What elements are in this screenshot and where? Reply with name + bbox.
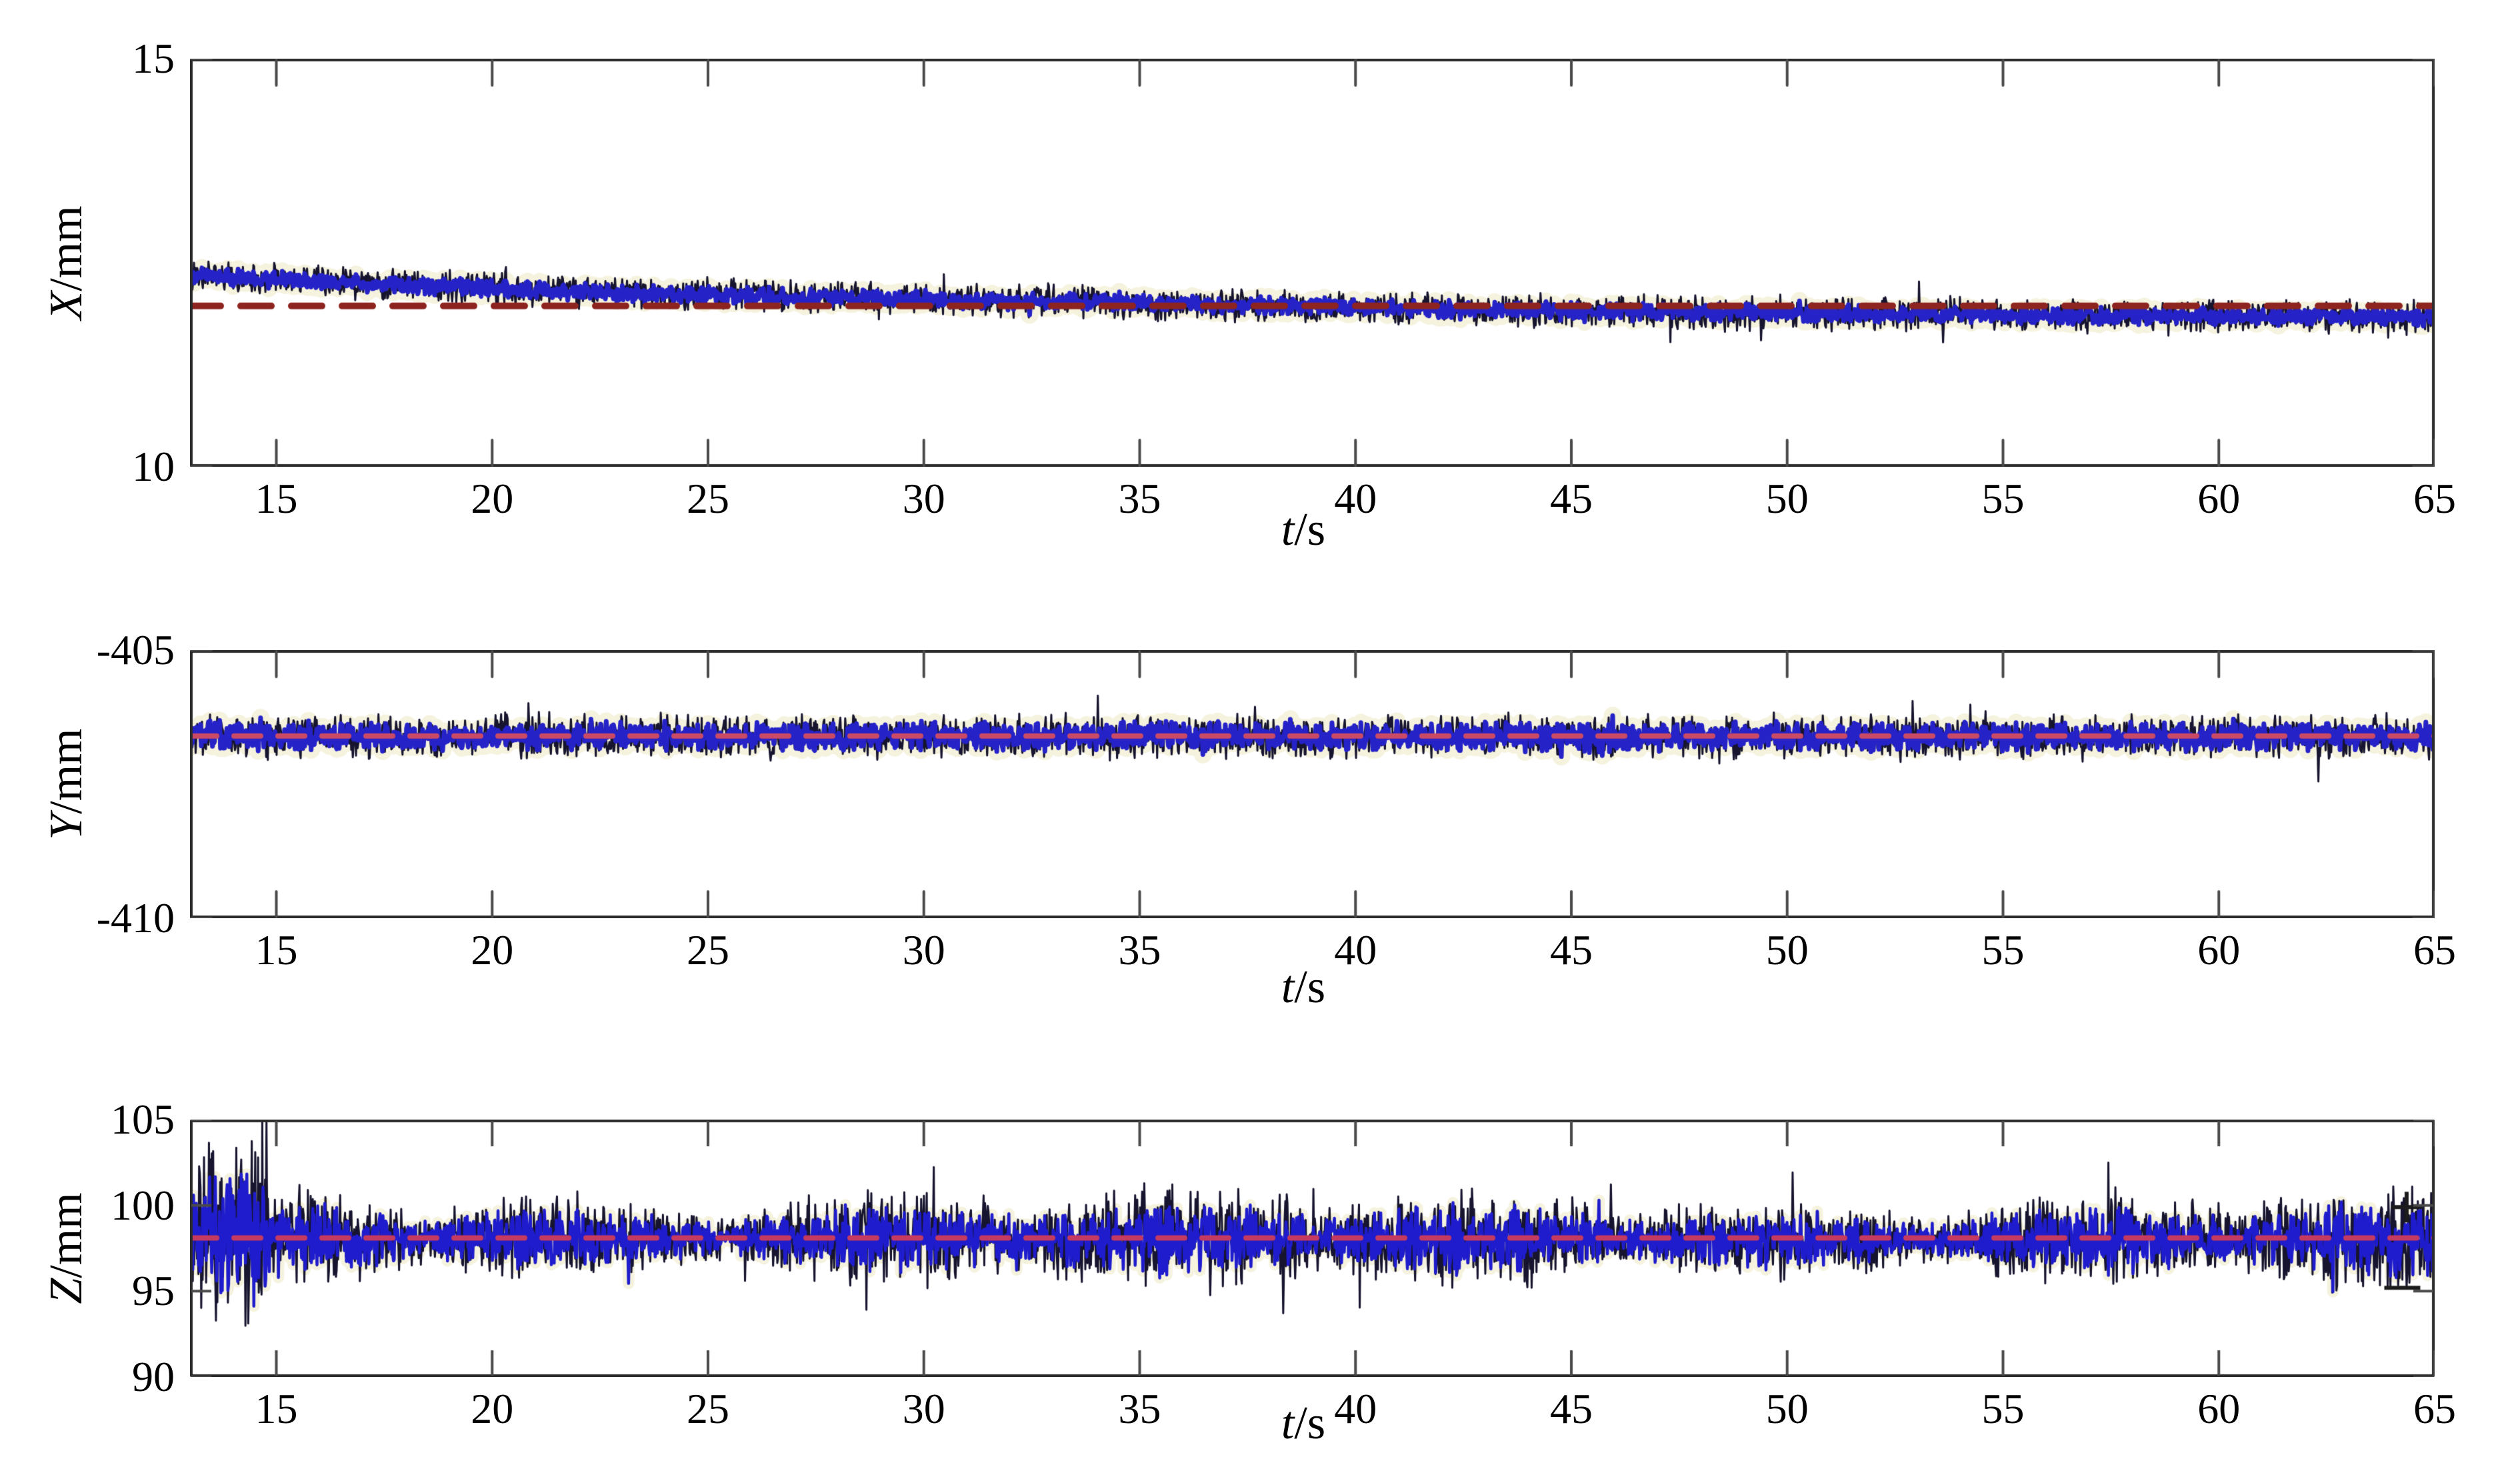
- x-tick-label: 55: [1981, 1385, 2025, 1432]
- y-axis-unit: /mm: [41, 1192, 92, 1278]
- x-tick-label: 25: [687, 1385, 729, 1432]
- x-axis-label-t: t/s: [1197, 504, 1410, 556]
- x-tick-label: 60: [2197, 475, 2241, 522]
- x-position-trace-canvas: [190, 59, 2435, 467]
- x-tick-label: 55: [1981, 475, 2025, 522]
- y-axis-unit: /mm: [41, 728, 92, 814]
- x-axis-variable: t: [1281, 1398, 1295, 1449]
- x-tick-label: 15: [255, 926, 298, 974]
- x-tick-label: 30: [902, 926, 945, 974]
- x-axis-label-t: t/s: [1197, 962, 1410, 1014]
- z-position-trace-canvas: [190, 1120, 2435, 1377]
- y-tick-label: -405: [96, 626, 175, 673]
- x-tick-label: 20: [471, 475, 514, 522]
- y-tick-label: 10: [132, 443, 175, 490]
- x-tick-label: 50: [1765, 1385, 1809, 1432]
- y-tick-label: 15: [132, 35, 175, 82]
- y-tick-label: 95: [132, 1267, 175, 1315]
- x-tick-label: 25: [687, 926, 729, 974]
- y-axis-unit: /mm: [41, 205, 92, 291]
- y-axis-label-z: Z/mm: [41, 1192, 93, 1304]
- x-tick-label: 65: [2413, 1385, 2456, 1432]
- y-tick-label: 105: [111, 1096, 175, 1143]
- x-tick-label: 50: [1765, 475, 1809, 522]
- x-tick-label: 50: [1765, 926, 1809, 974]
- x-tick-label: 15: [255, 1385, 298, 1432]
- x-tick-label: 25: [687, 475, 729, 522]
- y-tick-label: -410: [96, 894, 175, 942]
- y-axis-label-x: X/mm: [41, 205, 93, 319]
- x-tick-label: 20: [471, 1385, 514, 1432]
- x-tick-label: 45: [1550, 1385, 1593, 1432]
- x-tick-label: 40: [1334, 926, 1377, 974]
- x-tick-label: 30: [902, 475, 945, 522]
- x-tick-label: 40: [1334, 475, 1377, 522]
- x-axis-unit: /s: [1294, 962, 1326, 1013]
- x-tick-label: 60: [2197, 926, 2241, 974]
- x-axis-unit: /s: [1294, 504, 1326, 555]
- x-tick-label: 45: [1550, 475, 1593, 522]
- y-tick-label: 100: [111, 1181, 175, 1229]
- x-tick-label: 65: [2413, 475, 2456, 522]
- x-tick-label: 30: [902, 1385, 945, 1432]
- x-axis-variable: t: [1281, 504, 1295, 555]
- y-axis-label-y: Y/mm: [41, 728, 93, 840]
- x-tick-label: 55: [1981, 926, 2025, 974]
- x-tick-label: 45: [1550, 926, 1593, 974]
- x-tick-label: 65: [2413, 926, 2456, 974]
- x-axis-unit: /s: [1294, 1398, 1326, 1449]
- y-axis-variable: Z: [41, 1278, 92, 1304]
- x-tick-label: 20: [471, 926, 514, 974]
- x-tick-label: 60: [2197, 1385, 2241, 1432]
- x-tick-label: 40: [1334, 1385, 1377, 1432]
- y-tick-label: 90: [132, 1353, 175, 1400]
- x-axis-label-t: t/s: [1197, 1398, 1410, 1450]
- y-axis-variable: X: [41, 291, 92, 320]
- x-tick-label: 35: [1118, 1385, 1161, 1432]
- y-axis-variable: Y: [41, 814, 92, 840]
- x-tick-label: 35: [1118, 926, 1161, 974]
- x-tick-label: 35: [1118, 475, 1161, 522]
- x-axis-variable: t: [1281, 962, 1295, 1013]
- x-tick-label: 15: [255, 475, 298, 522]
- y-position-trace-canvas: [190, 650, 2435, 918]
